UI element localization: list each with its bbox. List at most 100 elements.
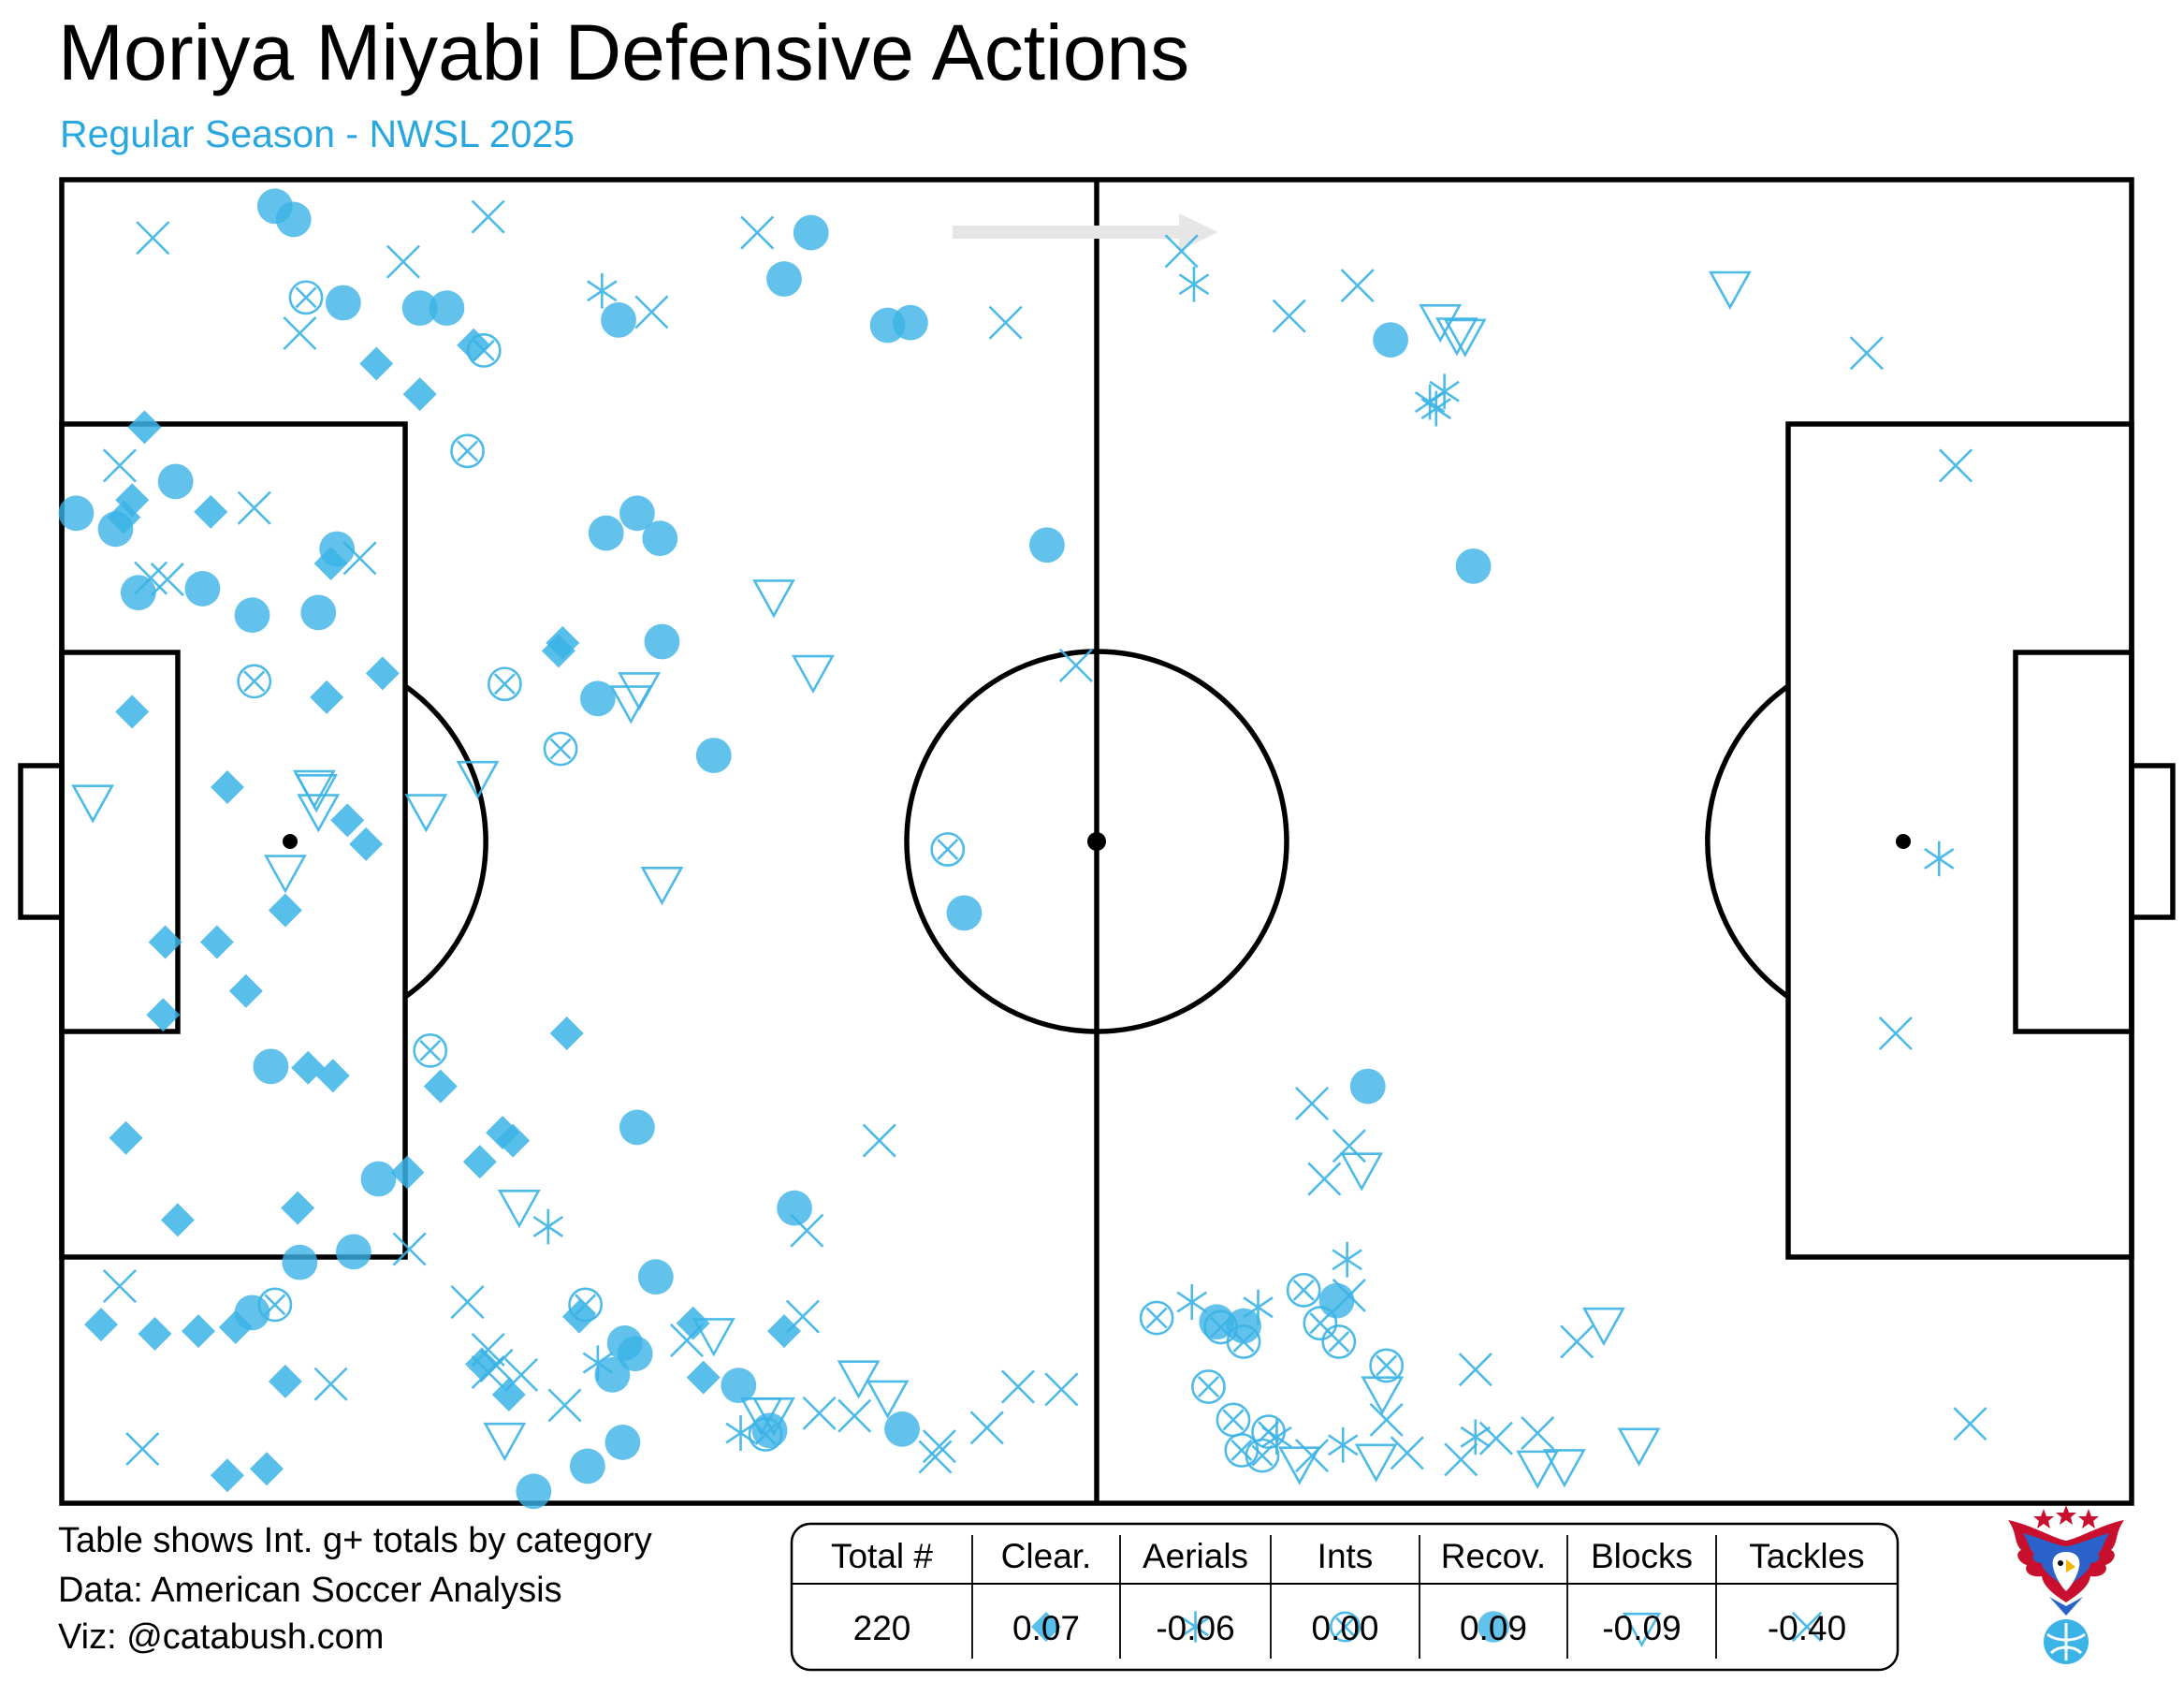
- triangle-down-point: [1277, 1446, 1321, 1485]
- triangle-down-point: [640, 867, 684, 906]
- x-point: [392, 1232, 427, 1266]
- table-value-cell: -0.06: [1156, 1609, 1234, 1647]
- x-point: [1332, 1278, 1366, 1313]
- diamond-point: [359, 346, 394, 381]
- asterisk-icon: [1181, 1611, 1210, 1643]
- circle-point: [157, 463, 194, 500]
- triangle-down-point: [609, 685, 653, 724]
- x-point: [1369, 1402, 1404, 1437]
- table-value-cell: 0.09: [1460, 1609, 1527, 1647]
- triangle-down-point: [1543, 1449, 1586, 1488]
- asterisk-point: [532, 1208, 564, 1245]
- x-point: [1272, 299, 1306, 333]
- x-point: [918, 1440, 953, 1474]
- circled-x-point: [1216, 1402, 1251, 1438]
- triangle-down-point: [497, 1190, 541, 1229]
- circled-x-point: [237, 664, 272, 699]
- x-point: [1295, 1086, 1330, 1120]
- diamond-point: [541, 634, 575, 668]
- table-value-cell: 220: [853, 1609, 911, 1647]
- circled-x-point: [1139, 1300, 1174, 1336]
- x-point: [837, 1398, 872, 1433]
- diamond-point: [462, 1145, 497, 1179]
- diamond-point: [330, 803, 365, 838]
- x-point: [1307, 1162, 1342, 1196]
- asterisk-point: [1460, 1419, 1492, 1455]
- diamond-point: [549, 1017, 584, 1051]
- circled-x-point: [568, 1287, 604, 1323]
- diamond-point: [766, 1314, 801, 1349]
- x-point: [1390, 1436, 1424, 1470]
- x-point: [634, 295, 669, 329]
- circle-point: [594, 1356, 631, 1393]
- diamond-point: [268, 1364, 302, 1398]
- right-penalty-spot: [1896, 834, 1911, 849]
- circle-point: [360, 1161, 397, 1197]
- circle-point: [120, 575, 156, 611]
- diamond-point: [562, 1299, 596, 1334]
- triangle-down-point: [1516, 1450, 1560, 1489]
- asterisk-point: [1178, 266, 1210, 302]
- x-point: [450, 1285, 485, 1320]
- circle-point: [1226, 1308, 1261, 1344]
- diamond-point: [686, 1360, 721, 1395]
- circled-x-point: [466, 333, 502, 368]
- right-goal: [2129, 763, 2176, 920]
- circle-point: [1029, 527, 1065, 563]
- diamond-point: [402, 377, 437, 412]
- x-point: [862, 1123, 896, 1158]
- diamond-point: [138, 1317, 172, 1352]
- right-penalty-box: [1785, 421, 2134, 1260]
- triangle-down-point: [263, 855, 307, 894]
- circle-point: [601, 301, 636, 338]
- asterisk-point: [725, 1415, 756, 1451]
- x-point: [670, 1324, 705, 1358]
- x-point: [504, 1357, 539, 1392]
- x-point: [471, 1354, 505, 1390]
- circle-point: [884, 1411, 920, 1447]
- x-point: [1478, 1421, 1513, 1455]
- circle-point: [325, 285, 361, 321]
- x-point: [547, 1388, 582, 1423]
- diamond-point: [148, 925, 182, 959]
- table-header-cell: Tackles: [1749, 1537, 1864, 1575]
- circle-point: [58, 495, 95, 532]
- circle-point: [644, 623, 680, 660]
- left-penalty-arc: [403, 683, 488, 1000]
- x-point: [313, 1367, 348, 1401]
- x-point: [1878, 1017, 1913, 1051]
- circle-point: [766, 261, 802, 297]
- table-value-cell: 0.00: [1311, 1609, 1378, 1647]
- triangle-down-point: [456, 760, 500, 800]
- circle-point: [793, 214, 829, 251]
- triangle-down-point: [297, 794, 341, 833]
- circle-point: [275, 201, 312, 238]
- x-point: [790, 1213, 824, 1248]
- circle-point: [1349, 1068, 1386, 1104]
- triangle-down-point: [1361, 1376, 1405, 1415]
- diamond-point: [268, 893, 302, 928]
- triangle-down-point: [1434, 317, 1478, 357]
- x-icon: [1791, 1611, 1823, 1643]
- circle-point: [516, 1473, 552, 1510]
- footnote-data-source: Data: American Soccer Analysis: [58, 1571, 562, 1610]
- asterisk-point: [587, 272, 618, 309]
- circle-point: [777, 1190, 812, 1226]
- circled-x-point: [1191, 1369, 1226, 1404]
- triangle-down-point: [1708, 271, 1752, 310]
- circle-point: [319, 531, 356, 567]
- circle-point: [637, 1259, 674, 1295]
- asterisk-point: [1924, 841, 1955, 877]
- x-point: [1521, 1416, 1555, 1451]
- circle-point: [429, 290, 465, 327]
- x-point: [1953, 1407, 1987, 1441]
- diamond-icon: [1031, 1612, 1061, 1642]
- right-penalty-arc: [1705, 683, 1790, 1000]
- circle-point: [1318, 1282, 1355, 1319]
- circle-point: [751, 1412, 788, 1449]
- x-point: [386, 244, 420, 279]
- triangle-down-point: [837, 1360, 881, 1399]
- circle-point: [946, 895, 983, 931]
- eagle-logo: [2008, 1505, 2124, 1664]
- page-subtitle: Regular Season - NWSL 2025: [60, 112, 575, 155]
